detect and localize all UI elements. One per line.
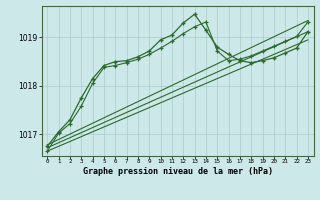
- X-axis label: Graphe pression niveau de la mer (hPa): Graphe pression niveau de la mer (hPa): [83, 167, 273, 176]
